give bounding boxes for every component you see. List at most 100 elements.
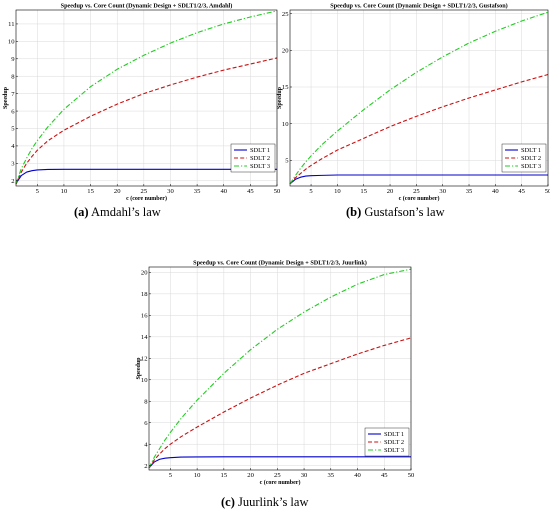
legend-label: SDLT 2: [521, 155, 541, 162]
x-axis-label: c (core number): [126, 195, 167, 202]
x-tick-label: 30: [167, 188, 174, 195]
y-tick-label: 15: [282, 84, 289, 91]
legend-label: SDLT 1: [521, 147, 541, 154]
y-tick-label: 10: [141, 377, 148, 384]
legend-label: SDLT 3: [250, 163, 270, 170]
y-tick-label: 4: [11, 143, 15, 150]
x-tick-label: 25: [413, 188, 420, 195]
y-axis-label: Speedup: [277, 86, 283, 109]
x-tick-label: 5: [36, 188, 40, 195]
x-tick-label: 15: [360, 188, 367, 195]
x-tick-label: 35: [194, 188, 201, 195]
y-tick-label: 5: [11, 126, 15, 133]
legend-label: SDLT 2: [250, 155, 270, 162]
x-tick-label: 15: [87, 188, 94, 195]
y-tick-label: 7: [11, 91, 15, 98]
y-tick-label: 2: [144, 463, 147, 470]
x-tick-label: 15: [221, 472, 228, 479]
y-tick-label: 20: [141, 270, 148, 277]
series-line-sdlt-2: [15, 57, 278, 185]
caption-gustafson: (b) Gustafson’s law: [346, 205, 445, 220]
legend-label: SDLT 1: [384, 431, 404, 438]
series-line-sdlt-2: [148, 337, 412, 469]
caption-letter: (b): [346, 205, 362, 219]
chart-panel-juurlink: 5 10 15 20 25 30 35 40 45 50 2 4 6 8 10 12 14 16 18 20 Speed…: [133, 254, 423, 494]
x-tick-label: 5: [309, 188, 313, 195]
y-tick-label: 3: [11, 161, 15, 168]
y-tick-label: 8: [11, 73, 15, 80]
x-tick-label: 50: [408, 472, 415, 479]
y-tick-label: 6: [11, 108, 15, 115]
y-tick-label: 14: [141, 334, 148, 341]
x-tick-label: 30: [301, 472, 308, 479]
x-tick-label: 10: [334, 188, 341, 195]
y-axis-label: Speedup: [3, 86, 9, 109]
caption-amdahl: (a) Amdahl’s law: [74, 205, 161, 220]
caption-text: Gustafson’s law: [364, 205, 445, 219]
x-tick-label: 20: [387, 188, 394, 195]
y-tick-label: 2: [11, 178, 14, 185]
y-tick-label: 6: [144, 420, 148, 427]
y-tick-label: 16: [141, 313, 148, 320]
y-tick-label: 12: [141, 355, 148, 362]
series-line-sdlt-1: [289, 174, 548, 185]
x-tick-label: 20: [247, 472, 254, 479]
x-axis-label: c (core number): [399, 195, 440, 202]
y-tick-label: 8: [144, 398, 148, 405]
y-tick-label: 10: [282, 121, 289, 128]
caption-text: Juurlink’s law: [238, 495, 309, 509]
x-tick-label: 25: [141, 188, 148, 195]
x-tick-label: 50: [274, 188, 281, 195]
y-tick-label: 5: [285, 158, 289, 165]
caption-letter: (c): [221, 495, 235, 509]
y-axis-label: Speedup: [136, 357, 142, 380]
chart-panel-amdahl: 5 10 15 20 25 30 35 40 45 50 2 3 4 5 6 7 8 9 10 11 Speedup v…: [3, 2, 284, 203]
series-line-sdlt-3: [15, 10, 278, 184]
y-tick-label: 4: [144, 441, 148, 448]
x-axis-label: c (core number): [260, 479, 301, 486]
x-tick-label: 30: [439, 188, 446, 195]
legend-label: SDLT 3: [384, 447, 404, 454]
legend-label: SDLT 1: [250, 147, 270, 154]
x-tick-label: 45: [247, 188, 254, 195]
legend-box: [501, 143, 547, 173]
caption-letter: (a): [74, 205, 89, 219]
y-tick-label: 10: [8, 39, 15, 46]
x-tick-label: 35: [327, 472, 334, 479]
legend-label: SDLT 2: [384, 439, 404, 446]
series-line-sdlt-3: [289, 11, 549, 185]
y-tick-label: 18: [141, 291, 148, 298]
caption-juurlink: (c) Juurlink’s law: [221, 495, 308, 510]
x-tick-label: 5: [169, 472, 173, 479]
series-line-sdlt-1: [15, 168, 277, 184]
x-tick-label: 20: [114, 188, 121, 195]
chart-title: Speedup vs. Core Count (Dynamic Design +…: [61, 3, 233, 10]
chart-panel-gustafson: 5 10 15 20 25 30 35 40 45 50 5 10 15 20 25 Speedup vs. …: [277, 2, 550, 203]
y-tick-label: 25: [282, 11, 289, 18]
x-tick-label: 40: [492, 188, 499, 195]
y-tick-label: 9: [11, 56, 15, 63]
legend-box: [230, 143, 276, 173]
chart-juurlink-svg: 5 10 15 20 25 30 35 40 45 50 2 4 6 8 10 12 14 16 18 20 Speed…: [136, 260, 415, 487]
x-tick-label: 40: [220, 188, 227, 195]
axes-frame: [148, 266, 412, 471]
x-tick-label: 40: [354, 472, 361, 479]
x-tick-label: 45: [518, 188, 525, 195]
chart-gustafson-svg: 5 10 15 20 25 30 35 40 45 50 5 10 15 20 25 Speedup vs. …: [277, 3, 550, 203]
x-tick-label: 50: [545, 188, 550, 195]
chart-title: Speedup vs. Core Count (Dynamic Design +…: [193, 260, 367, 267]
caption-text: Amdahl’s law: [91, 205, 161, 219]
grid: [290, 10, 549, 186]
legend-label: SDLT 3: [521, 163, 541, 170]
chart-title: Speedup vs. Core Count (Dynamic Design +…: [330, 3, 508, 10]
x-tick-label: 10: [61, 188, 68, 195]
y-tick-label: 11: [8, 21, 14, 28]
x-tick-label: 45: [381, 472, 388, 479]
axes-frame: [15, 9, 278, 187]
axes-frame: [289, 9, 549, 187]
x-tick-label: 25: [274, 472, 281, 479]
